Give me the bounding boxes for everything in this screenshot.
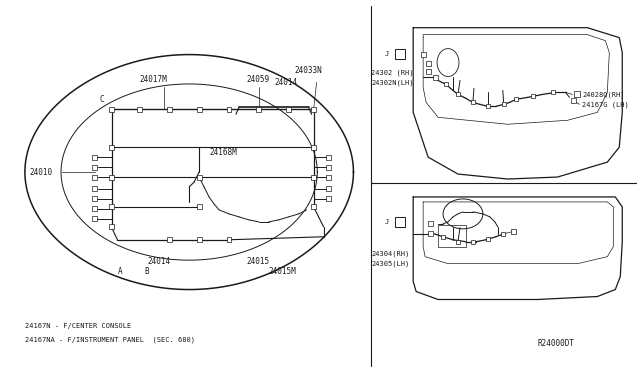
Bar	[326, 164, 331, 170]
Bar	[196, 107, 202, 112]
Bar	[311, 107, 316, 112]
Bar	[167, 237, 172, 242]
Bar	[444, 83, 448, 86]
Bar	[514, 97, 518, 102]
Text: 24167NA - F/INSTRUMENT PANEL  (SEC. 680): 24167NA - F/INSTRUMENT PANEL (SEC. 680)	[25, 336, 195, 343]
Bar	[257, 107, 261, 112]
Text: 24059: 24059	[247, 75, 270, 84]
Bar	[109, 145, 114, 150]
Text: 24305(LH): 24305(LH)	[371, 260, 410, 267]
Bar	[575, 92, 580, 97]
Bar	[167, 107, 172, 112]
Text: J: J	[384, 51, 388, 57]
Bar	[92, 186, 97, 192]
Bar	[92, 196, 97, 201]
Bar	[92, 174, 97, 180]
Bar	[571, 98, 576, 103]
Bar	[326, 186, 331, 192]
Bar	[196, 205, 202, 209]
Text: 24017M: 24017M	[140, 75, 167, 84]
Text: 24167N - F/CENTER CONSOLE: 24167N - F/CENTER CONSOLE	[25, 323, 131, 329]
Text: 24167G (LH): 24167G (LH)	[582, 101, 629, 108]
Text: 24304(RH): 24304(RH)	[371, 250, 410, 257]
Text: 24028Q(RH): 24028Q(RH)	[582, 91, 625, 98]
Bar	[456, 240, 460, 244]
Text: 24168M: 24168M	[209, 148, 237, 157]
Bar	[428, 231, 433, 236]
Text: A: A	[118, 267, 122, 276]
Text: 24010: 24010	[30, 167, 53, 177]
Bar	[326, 196, 331, 201]
Bar	[227, 107, 232, 112]
Bar	[471, 100, 475, 105]
Bar	[502, 102, 506, 106]
Bar	[396, 49, 405, 58]
Text: J: J	[384, 219, 388, 225]
Bar	[531, 94, 534, 98]
Text: 24302 (RH): 24302 (RH)	[371, 69, 414, 76]
Text: B: B	[145, 267, 149, 276]
Bar	[109, 174, 114, 180]
Bar	[396, 217, 405, 227]
Bar	[311, 174, 316, 180]
Bar	[428, 221, 433, 226]
Bar	[426, 69, 431, 74]
Text: R24000DT: R24000DT	[538, 339, 575, 348]
Bar	[326, 174, 331, 180]
Text: 24014: 24014	[147, 257, 170, 266]
Bar	[109, 205, 114, 209]
Bar	[456, 92, 460, 96]
Text: 24014: 24014	[275, 78, 298, 87]
Bar	[196, 237, 202, 242]
Bar	[109, 224, 114, 229]
Bar	[109, 107, 114, 112]
Text: 24302N(LH): 24302N(LH)	[371, 79, 414, 86]
Bar	[196, 174, 202, 180]
Bar	[550, 90, 555, 94]
Bar	[420, 52, 426, 57]
Bar	[311, 205, 316, 209]
Text: 24033N: 24033N	[294, 66, 323, 75]
Bar	[92, 164, 97, 170]
Bar	[326, 155, 331, 160]
Bar	[92, 217, 97, 221]
Bar	[286, 107, 291, 112]
Bar	[486, 237, 490, 241]
Text: 24015: 24015	[247, 257, 270, 266]
Bar	[500, 232, 505, 236]
Bar	[433, 75, 438, 80]
Bar	[441, 235, 445, 239]
Text: 24015M: 24015M	[269, 267, 296, 276]
Bar	[227, 237, 232, 242]
Bar	[511, 229, 516, 234]
Bar	[471, 240, 475, 244]
Bar	[426, 61, 431, 66]
Text: C: C	[100, 95, 104, 104]
Bar	[92, 206, 97, 211]
Bar	[486, 105, 490, 108]
Bar	[311, 145, 316, 150]
Bar	[438, 225, 466, 247]
Bar	[137, 107, 142, 112]
Bar	[92, 155, 97, 160]
